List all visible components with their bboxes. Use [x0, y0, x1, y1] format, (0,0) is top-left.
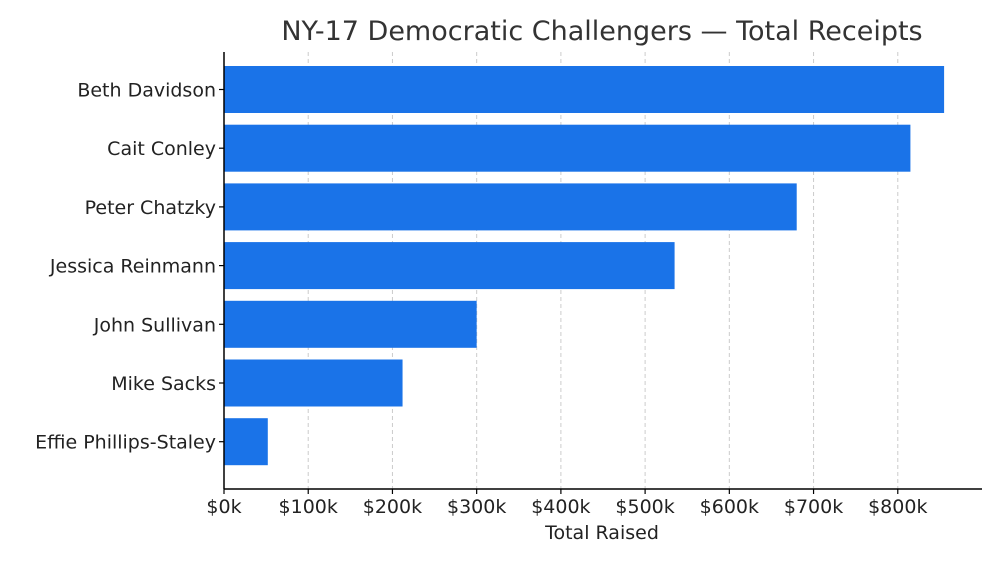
x-tick-label: $0k	[206, 496, 241, 518]
bar	[224, 242, 675, 290]
y-tick-label: Mike Sacks	[111, 373, 216, 395]
bar	[224, 300, 477, 348]
bars	[224, 66, 945, 466]
x-tick-label: $700k	[784, 496, 843, 518]
bar	[224, 359, 403, 407]
bar	[224, 66, 945, 113]
y-tick-label: Beth Davidson	[77, 80, 216, 102]
y-tick-label: Jessica Reinmann	[49, 256, 216, 278]
x-ticks: $0k $100k $200k $300k $400k $500k $600k $700k $8…	[206, 489, 927, 518]
x-tick-label: $200k	[363, 496, 422, 518]
y-tick-label: Peter Chatzky	[85, 197, 216, 219]
bar	[224, 183, 797, 231]
x-axis-title: Total Raised	[544, 522, 659, 544]
chart-title: NY-17 Democratic Challengers — Total Rec…	[281, 16, 922, 47]
y-tick-label: Effie Phillips-Staley	[35, 432, 216, 454]
x-tick-label: $100k	[279, 496, 338, 518]
x-tick-label: $300k	[447, 496, 506, 518]
x-tick-label: $800k	[868, 496, 927, 518]
x-tick-label: $400k	[531, 496, 590, 518]
x-tick-label: $500k	[615, 496, 674, 518]
bar	[224, 418, 268, 466]
bar	[224, 124, 911, 172]
y-tick-label: Cait Conley	[107, 138, 216, 160]
axes	[223, 52, 982, 490]
y-tick-label: John Sullivan	[93, 314, 216, 336]
y-category-labels: Beth Davidson Cait Conley Peter Chatzky Jes…	[35, 80, 224, 454]
x-tick-label: $600k	[700, 496, 759, 518]
